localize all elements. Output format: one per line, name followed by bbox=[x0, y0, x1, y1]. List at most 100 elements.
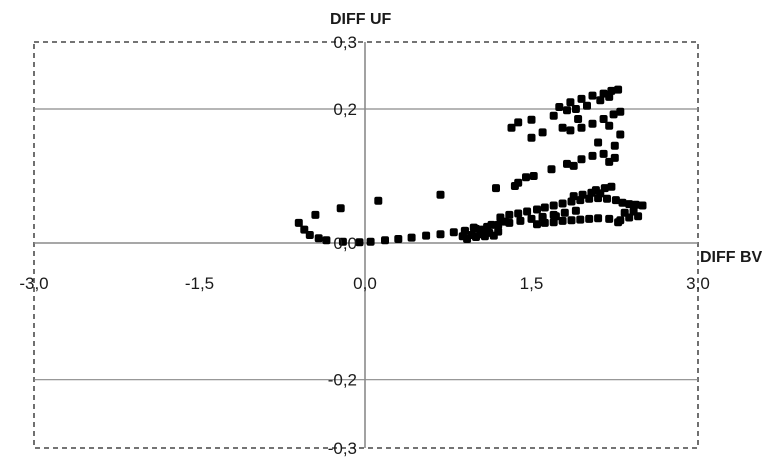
data-point bbox=[599, 149, 608, 158]
data-point bbox=[605, 121, 614, 130]
data-point bbox=[529, 172, 538, 180]
data-point bbox=[583, 101, 591, 110]
axes bbox=[34, 42, 698, 448]
data-point bbox=[599, 115, 608, 123]
data-point bbox=[547, 165, 556, 174]
data-point bbox=[338, 237, 347, 246]
data-point bbox=[616, 107, 625, 116]
data-point bbox=[516, 216, 525, 225]
data-point bbox=[514, 209, 523, 218]
data-point bbox=[577, 155, 586, 164]
data-point bbox=[566, 98, 575, 107]
data-points bbox=[294, 85, 647, 247]
data-point bbox=[638, 201, 647, 210]
data-point bbox=[566, 126, 575, 135]
data-point bbox=[469, 223, 478, 232]
data-point bbox=[629, 207, 638, 216]
data-point bbox=[436, 230, 445, 239]
data-point bbox=[620, 208, 629, 217]
data-point bbox=[300, 225, 309, 234]
y-tick-labels: 0,3 0,2 0,0 -0,2 -0,3 bbox=[328, 33, 357, 458]
data-point bbox=[510, 182, 519, 190]
x-tick-label: 3,0 bbox=[686, 274, 710, 293]
data-point bbox=[523, 207, 532, 216]
data-point bbox=[549, 201, 558, 210]
y-tick-label: 0,0 bbox=[333, 234, 357, 253]
data-point bbox=[576, 215, 585, 224]
data-point bbox=[514, 118, 523, 127]
data-point bbox=[607, 182, 616, 191]
y-tick-label: -0,3 bbox=[328, 439, 357, 458]
data-point bbox=[549, 111, 558, 120]
data-point bbox=[533, 205, 541, 214]
data-point bbox=[558, 216, 567, 225]
data-point bbox=[494, 220, 503, 229]
data-point bbox=[487, 220, 496, 229]
data-point bbox=[422, 231, 431, 240]
data-point bbox=[618, 198, 627, 207]
data-point bbox=[605, 157, 614, 166]
data-point bbox=[563, 106, 571, 115]
data-point bbox=[567, 216, 576, 225]
data-point bbox=[507, 123, 516, 132]
data-point bbox=[505, 210, 514, 219]
data-point bbox=[588, 151, 597, 160]
data-point bbox=[366, 237, 375, 246]
data-point bbox=[355, 238, 364, 247]
data-point bbox=[449, 228, 458, 237]
data-point bbox=[305, 231, 314, 239]
data-point bbox=[616, 130, 625, 139]
data-point bbox=[569, 192, 578, 201]
x-tick-labels: -3,0 -1,5 0,0 1,5 3,0 bbox=[19, 274, 709, 293]
data-point bbox=[294, 218, 303, 227]
data-point bbox=[558, 123, 567, 132]
data-point bbox=[492, 184, 500, 193]
data-point bbox=[578, 190, 587, 199]
data-point bbox=[314, 234, 323, 243]
data-point bbox=[605, 214, 614, 223]
data-point bbox=[496, 213, 505, 222]
data-point bbox=[577, 123, 586, 132]
data-point bbox=[538, 128, 547, 137]
y-axis-title: DIFF UF bbox=[330, 11, 392, 28]
data-point bbox=[610, 141, 619, 150]
plot-border bbox=[33, 41, 699, 449]
data-point bbox=[494, 227, 503, 236]
data-point bbox=[560, 208, 569, 217]
data-point bbox=[591, 186, 600, 195]
plot-frame bbox=[33, 41, 699, 449]
x-tick-label: 0,0 bbox=[353, 274, 377, 293]
data-point bbox=[614, 218, 623, 227]
data-point bbox=[585, 214, 594, 223]
data-point bbox=[600, 184, 609, 193]
y-tick-label: 0,3 bbox=[333, 33, 357, 52]
data-point bbox=[596, 96, 605, 105]
data-point bbox=[569, 161, 578, 170]
data-point bbox=[594, 138, 603, 147]
data-point bbox=[574, 115, 583, 123]
data-point bbox=[460, 226, 469, 235]
data-point bbox=[381, 236, 389, 245]
data-point bbox=[577, 94, 586, 103]
data-point bbox=[527, 115, 536, 124]
data-point bbox=[527, 133, 536, 142]
data-point bbox=[588, 119, 597, 128]
data-point bbox=[522, 173, 530, 182]
x-tick-label: -1,5 bbox=[185, 274, 214, 293]
gridlines bbox=[34, 108, 698, 381]
data-point bbox=[563, 159, 571, 168]
data-point bbox=[571, 206, 580, 215]
data-point bbox=[322, 236, 331, 245]
data-point bbox=[555, 103, 564, 111]
data-point bbox=[605, 92, 614, 101]
data-point bbox=[571, 105, 580, 113]
data-point bbox=[436, 190, 445, 199]
data-point bbox=[611, 196, 620, 205]
x-tick-label: 1,5 bbox=[520, 274, 544, 293]
data-point bbox=[336, 204, 345, 213]
data-point bbox=[478, 225, 487, 234]
data-point bbox=[558, 199, 567, 208]
data-point bbox=[394, 235, 403, 243]
data-point bbox=[311, 210, 320, 219]
